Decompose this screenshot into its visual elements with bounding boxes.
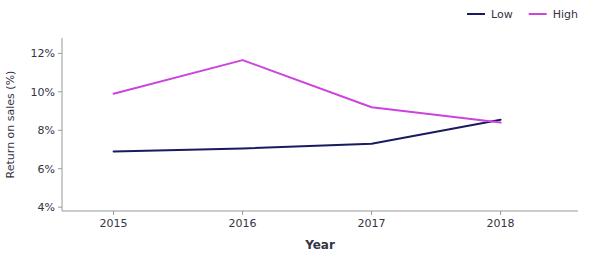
- x-tick-label: 2017: [358, 217, 386, 230]
- x-axis-label: Year: [304, 238, 335, 252]
- x-tick-label: 2016: [229, 217, 257, 230]
- y-axis-label: Return on sales (%): [4, 71, 17, 179]
- legend-swatch: [529, 13, 547, 15]
- x-tick-label: 2018: [487, 217, 515, 230]
- series-line: [114, 120, 501, 152]
- legend: Low High: [467, 8, 578, 21]
- x-tick-label: 2015: [100, 217, 128, 230]
- x-tick: [242, 211, 243, 215]
- y-tick: [58, 130, 62, 131]
- y-tick-label: 10%: [31, 86, 55, 99]
- x-tick: [113, 211, 114, 215]
- y-tick-label: 4%: [38, 201, 55, 214]
- legend-item: High: [529, 8, 578, 21]
- legend-label: Low: [491, 8, 513, 21]
- y-tick: [58, 91, 62, 92]
- y-tick-label: 8%: [38, 124, 55, 137]
- legend-swatch: [467, 13, 485, 15]
- series-line: [114, 60, 501, 122]
- x-tick: [371, 211, 372, 215]
- y-tick: [58, 207, 62, 208]
- y-tick-label: 6%: [38, 163, 55, 176]
- y-tick: [58, 53, 62, 54]
- y-tick-label: 12%: [31, 47, 55, 60]
- legend-label: High: [553, 8, 578, 21]
- y-axis-line: [62, 38, 63, 211]
- legend-item: Low: [467, 8, 513, 21]
- x-tick: [500, 211, 501, 215]
- chart: 2015 2016 2017 2018 4% 6% 8% 10% 12% Year Return o…: [0, 0, 600, 257]
- y-tick: [58, 168, 62, 169]
- plot-area: [114, 60, 501, 151]
